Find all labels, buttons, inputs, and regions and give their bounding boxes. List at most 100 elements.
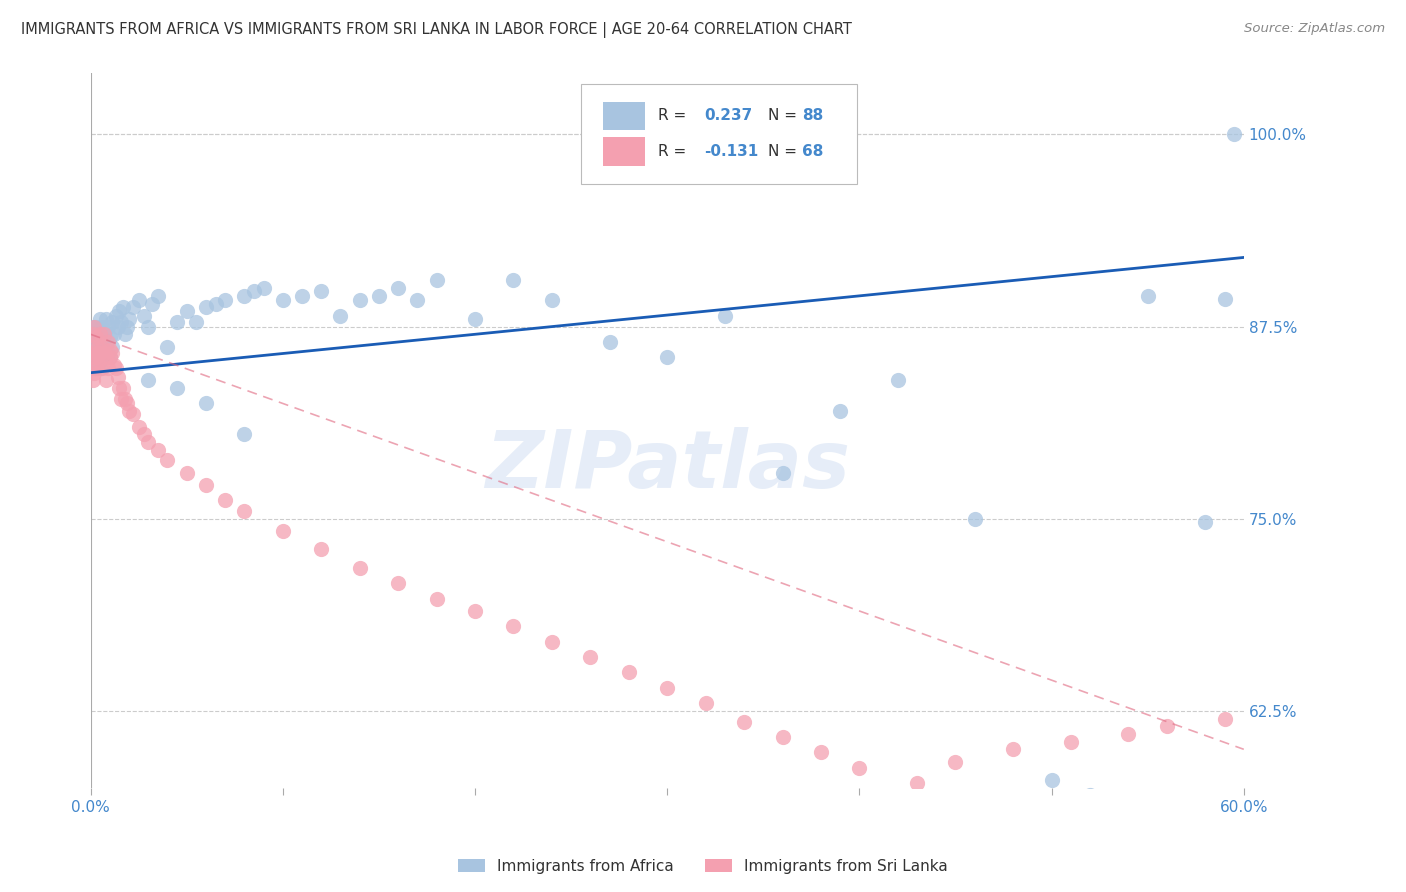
Point	[86, 330, 108, 344]
Text: 68: 68	[801, 145, 824, 159]
Point	[91, 361, 114, 376]
Point	[100, 340, 122, 354]
Point	[271, 524, 294, 538]
Point	[599, 334, 621, 349]
Point	[98, 351, 121, 365]
Text: 0.237: 0.237	[704, 108, 752, 123]
Point	[387, 576, 409, 591]
Point	[194, 300, 217, 314]
Point	[122, 300, 145, 314]
Point	[176, 304, 198, 318]
Point	[89, 351, 111, 365]
Point	[291, 289, 314, 303]
Point	[309, 285, 332, 299]
Text: -0.131: -0.131	[704, 145, 758, 159]
Point	[617, 665, 640, 680]
Point	[1136, 289, 1159, 303]
Point	[118, 404, 141, 418]
Point	[82, 334, 104, 349]
Point	[1156, 719, 1178, 733]
Point	[309, 542, 332, 557]
Text: Source: ZipAtlas.com: Source: ZipAtlas.com	[1244, 22, 1385, 36]
Point	[134, 309, 156, 323]
Point	[1213, 292, 1236, 306]
Point	[233, 289, 256, 303]
Point	[107, 370, 129, 384]
Point	[233, 427, 256, 442]
Point	[134, 427, 156, 442]
Point	[810, 745, 832, 759]
Point	[156, 340, 179, 354]
Point	[887, 373, 910, 387]
FancyBboxPatch shape	[603, 137, 645, 166]
Point	[1040, 773, 1063, 788]
Point	[714, 309, 737, 323]
Point	[94, 351, 117, 365]
Point	[464, 312, 486, 326]
Point	[83, 324, 105, 338]
Point	[963, 512, 986, 526]
Point	[93, 351, 115, 365]
Point	[89, 361, 111, 376]
Point	[82, 327, 104, 342]
Text: ZIPatlas: ZIPatlas	[485, 427, 849, 505]
Point	[91, 345, 114, 359]
Point	[905, 776, 928, 790]
Point	[1194, 515, 1216, 529]
Point	[945, 755, 967, 769]
Point	[87, 343, 110, 357]
Point	[329, 309, 352, 323]
Point	[87, 345, 110, 359]
Point	[128, 419, 150, 434]
Text: N =: N =	[768, 108, 801, 123]
Point	[83, 319, 105, 334]
Point	[502, 273, 524, 287]
Point	[406, 293, 429, 308]
Point	[98, 343, 121, 357]
Point	[91, 334, 114, 349]
Point	[108, 304, 131, 318]
Point	[93, 345, 115, 359]
Point	[93, 340, 115, 354]
Point	[100, 345, 122, 359]
Point	[110, 392, 132, 406]
Point	[1223, 128, 1246, 142]
Point	[91, 319, 114, 334]
Point	[166, 381, 188, 395]
Point	[541, 634, 564, 648]
Point	[104, 361, 127, 376]
Point	[94, 312, 117, 326]
Point	[367, 289, 389, 303]
Point	[194, 396, 217, 410]
Point	[89, 340, 111, 354]
Point	[87, 345, 110, 359]
Point	[97, 334, 120, 349]
Point	[86, 351, 108, 365]
Point	[349, 561, 371, 575]
Point	[86, 351, 108, 365]
Point	[243, 285, 266, 299]
Point	[93, 327, 115, 342]
Point	[86, 340, 108, 354]
Point	[89, 327, 111, 342]
Point	[97, 361, 120, 376]
Point	[107, 319, 129, 334]
Point	[657, 681, 679, 695]
Point	[82, 345, 104, 359]
Point	[100, 315, 122, 329]
Text: R =: R =	[658, 145, 692, 159]
Point	[1078, 789, 1101, 803]
Point	[733, 714, 755, 729]
Point	[141, 296, 163, 310]
Point	[82, 373, 104, 387]
Point	[1060, 734, 1083, 748]
Point	[772, 466, 794, 480]
Point	[86, 361, 108, 376]
Point	[118, 312, 141, 326]
Text: 88: 88	[801, 108, 824, 123]
Point	[426, 591, 449, 606]
Point	[136, 373, 159, 387]
Point	[541, 293, 564, 308]
Legend: Immigrants from Africa, Immigrants from Sri Lanka: Immigrants from Africa, Immigrants from …	[451, 853, 955, 880]
Point	[103, 358, 125, 372]
